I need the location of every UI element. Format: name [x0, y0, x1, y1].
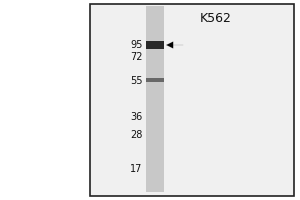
FancyBboxPatch shape — [146, 78, 164, 82]
FancyBboxPatch shape — [146, 41, 164, 49]
Text: 28: 28 — [130, 130, 142, 140]
Text: 95: 95 — [130, 40, 142, 50]
Text: 72: 72 — [130, 52, 142, 62]
Text: 55: 55 — [130, 76, 142, 86]
Text: 36: 36 — [130, 112, 142, 122]
Text: 17: 17 — [130, 164, 142, 174]
FancyBboxPatch shape — [90, 4, 294, 196]
FancyBboxPatch shape — [146, 6, 164, 192]
Text: K562: K562 — [200, 11, 232, 24]
